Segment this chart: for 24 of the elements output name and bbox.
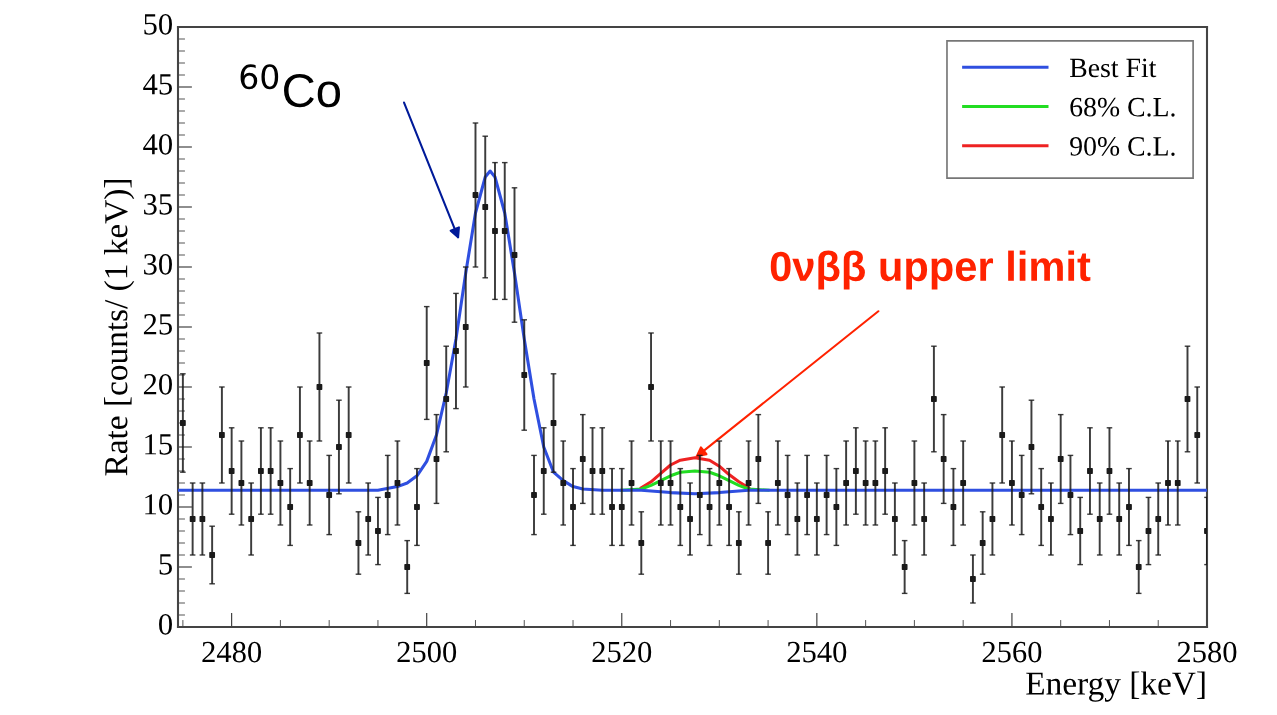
y-tick-label: 30: [144, 254, 172, 275]
y-tick-label: 25: [143, 314, 172, 335]
x-tick-label: 2500: [397, 641, 457, 663]
annotation: 0νββ upper limit: [770, 250, 1091, 290]
y-tick-label: 10: [145, 494, 172, 515]
x-tick-label: 2520: [592, 641, 652, 663]
x-axis-title: Energy [keV]: [1026, 671, 1205, 702]
y-tick-label: 35: [144, 194, 172, 215]
legend-label: 90% C.L.: [1070, 137, 1175, 156]
y-tick-label: 40: [143, 134, 172, 155]
y-tick-label: 5: [159, 554, 172, 575]
x-tick-label: 2580: [1177, 641, 1237, 663]
y-axis-title: Rate [counts/ (1 keV)]: [104, 179, 135, 476]
y-tick-label: 45: [143, 74, 172, 95]
x-tick-label: 2480: [202, 641, 262, 663]
y-tick-label: 0: [159, 614, 172, 635]
legend-label: Best Fit: [1070, 58, 1157, 78]
y-tick-label: 20: [143, 374, 172, 395]
x-tick-label: 2560: [982, 641, 1042, 663]
y-tick-label: 15: [145, 434, 172, 455]
annotation: $^{60}$Co: [240, 64, 341, 108]
x-tick-label: 2540: [787, 641, 847, 663]
legend-label: 68% C.L.: [1070, 97, 1175, 117]
y-tick-label: 50: [144, 14, 172, 35]
